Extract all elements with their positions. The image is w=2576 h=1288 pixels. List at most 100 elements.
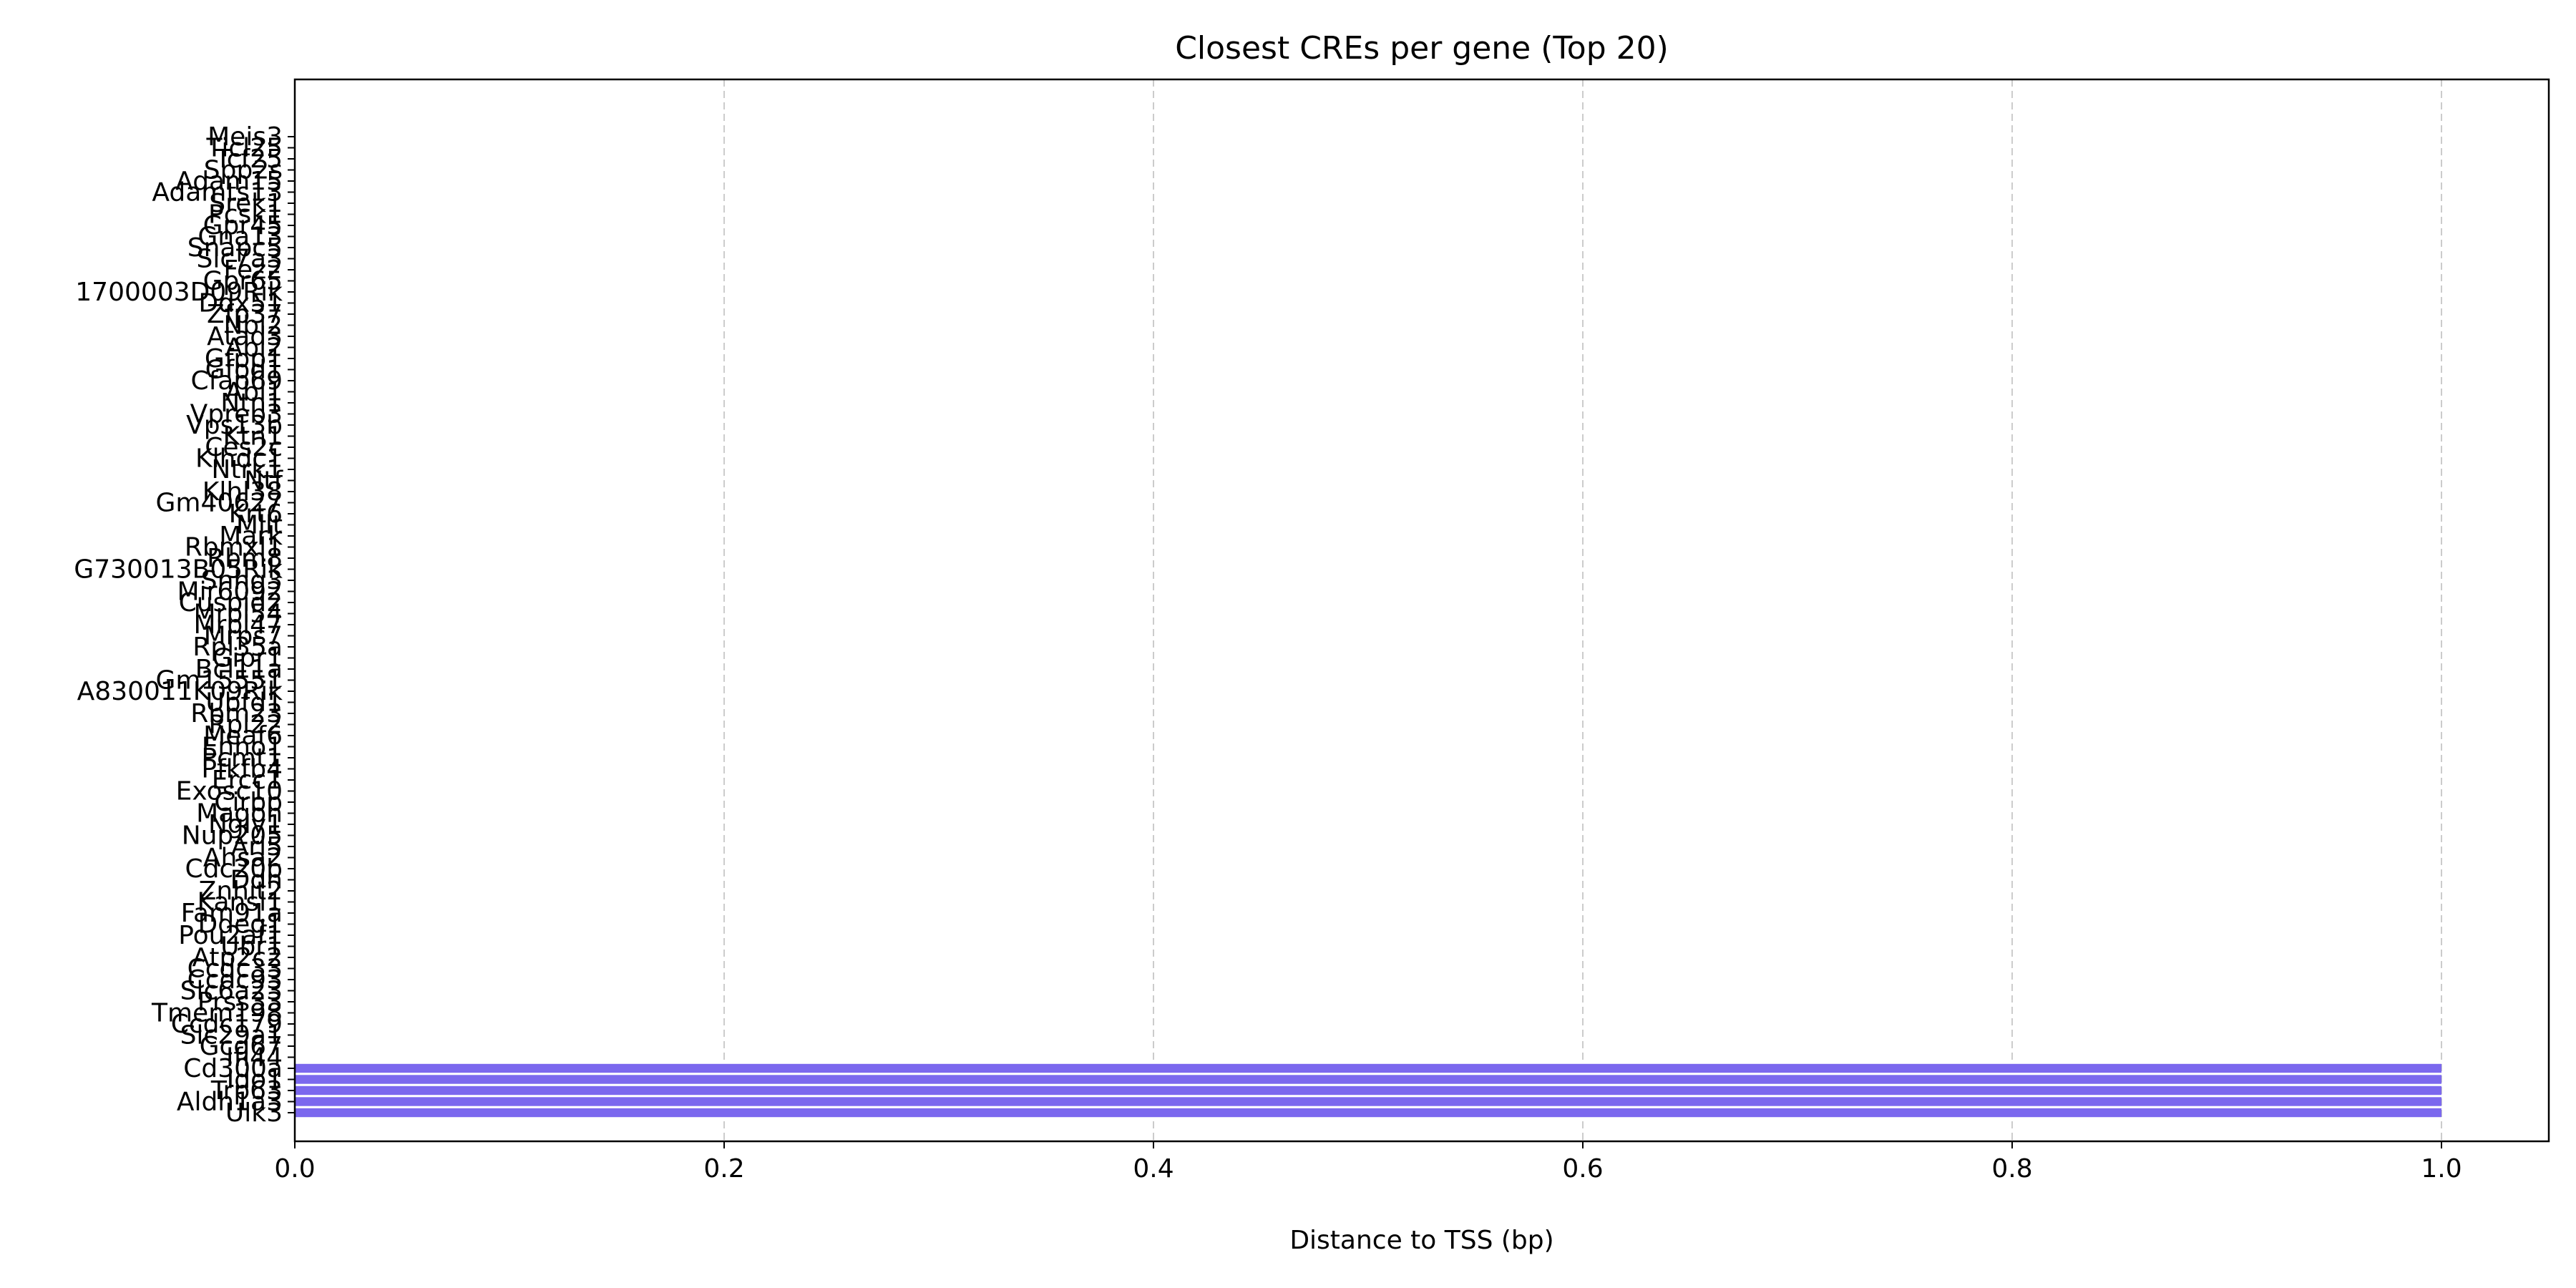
y-tick-label: Ddeg1	[198, 910, 283, 940]
y-tick-label: Spp2s	[204, 156, 283, 185]
y-tick-label: Nbl2	[223, 311, 283, 341]
y-tick-label: Mrps7	[204, 622, 283, 651]
y-tick-label: Meaf6	[203, 721, 283, 751]
y-tick-label: Ticl25	[206, 134, 283, 163]
y-tick-label: Ddx51	[198, 289, 283, 318]
y-tick-label: Fez2	[223, 255, 283, 285]
y-tick-label: Meis3	[208, 122, 283, 152]
y-tick-label: Prss33	[197, 987, 283, 1017]
y-tick-label: Cd300a	[183, 1054, 283, 1083]
y-tick-label: Mark	[219, 522, 283, 551]
x-tick-label: 0.4	[1133, 1154, 1174, 1184]
y-tick-label: Pou2af1	[178, 921, 283, 950]
y-tick-label: Srek1	[209, 189, 283, 218]
y-tick-label: Slc6a23	[180, 977, 283, 1006]
x-axis-label: Distance to TSS (bp)	[1289, 1226, 1553, 1255]
y-tick-label: Ktn1	[223, 422, 283, 452]
bar	[295, 1108, 2441, 1118]
y-tick-label: Gpr65	[203, 267, 283, 296]
y-tick-label: Pfkfb4	[201, 755, 283, 784]
y-tick-label: Snapc5	[187, 233, 283, 263]
y-tick-label: Vps13b	[186, 411, 283, 440]
bar	[295, 1097, 2441, 1106]
y-tick-label: Slc7a3	[196, 245, 283, 274]
y-tick-label: Rbm8	[207, 544, 283, 573]
x-tick-label: 0.8	[1991, 1154, 2032, 1184]
y-tick-label: Cirbp	[214, 788, 283, 817]
y-tick-label: Gipr1	[213, 644, 283, 673]
y-tick-label: Pcsk1	[208, 200, 283, 230]
y-tick-label: Aldh1a3	[177, 1088, 283, 1117]
y-tick-label: Ccdc33	[187, 955, 283, 984]
y-tick-label: Ubfd1	[205, 688, 283, 718]
y-tick-label: G730013B05Rik	[74, 555, 283, 585]
y-tick-label: Cfap69	[190, 366, 283, 396]
bar	[295, 1063, 2441, 1073]
y-tick-label: Cuspid2	[179, 588, 283, 618]
y-tick-label: Ubr1	[220, 932, 283, 962]
y-tick-label: Nup205	[182, 821, 283, 851]
y-tick-label: Rpl22	[208, 711, 283, 740]
y-tick-label: Ido1	[227, 1065, 283, 1095]
y-tick-label: Ifi44	[226, 1043, 283, 1073]
y-tick-label: Atad3	[207, 322, 283, 351]
y-tick-label: Gm40627	[156, 489, 283, 518]
y-tick-label: Tmem198	[151, 999, 283, 1028]
y-tick-label: Enho1	[202, 733, 283, 762]
y-tick-label: Gcg67	[200, 1032, 283, 1061]
y-tick-label: Adam15	[175, 167, 283, 196]
y-tick-label: Ercc1	[212, 766, 283, 795]
x-tick-label: 0.6	[1562, 1154, 1603, 1184]
y-tick-label: Krt6	[229, 499, 283, 529]
y-tick-label: Znhit2	[199, 877, 283, 906]
y-tick-label: Klhl38	[203, 477, 283, 507]
y-tick-label: Slc29a1	[180, 1021, 283, 1050]
y-tick-label: Gm15551	[156, 666, 283, 696]
y-tick-label: 1700003D09Rik	[75, 278, 283, 307]
bars	[295, 1063, 2441, 1118]
bar	[295, 1085, 2441, 1096]
y-tick-label: Mir6092	[177, 577, 283, 607]
chart-title: Closest CREs per gene (Top 20)	[1175, 30, 1669, 67]
y-tick-label: Mllt	[236, 511, 283, 540]
y-tick-label: Tcf25	[215, 145, 283, 174]
y-tick-label: Ces2c	[205, 433, 283, 462]
y-tick-label: Ntn1	[220, 389, 283, 418]
y-tick-label: Ulk3	[225, 1098, 283, 1128]
x-tick-label: 0.2	[703, 1154, 744, 1184]
y-tick-label: Rbmxl1	[185, 533, 283, 562]
y-tick-label: Mrpl54	[193, 600, 283, 629]
y-tick-label: Exosc10	[176, 777, 283, 806]
y-tick-label: Vpreb3	[190, 400, 283, 429]
y-tick-label: Mrpl47	[193, 610, 283, 640]
y-axis-ticks: Ulk3Aldh1a3Trp63Ido1Cd300aIfi44Gcg67Slc2…	[74, 122, 295, 1128]
plot-frame	[293, 78, 2550, 1143]
y-tick-label: Gpr45	[203, 211, 283, 240]
y-tick-label: Abl2	[225, 333, 283, 363]
y-tick-label: Magoh	[196, 799, 283, 829]
y-tick-label: Adamts13	[152, 178, 283, 208]
y-tick-label: Bcl11a	[195, 655, 283, 684]
y-tick-label: Fam91a	[181, 899, 283, 928]
bar	[295, 1075, 2441, 1084]
y-tick-label: Gna13	[197, 223, 283, 252]
y-tick-label: Rbm23	[190, 699, 283, 728]
y-tick-label: Pcmt1	[201, 743, 283, 773]
y-tick-label: Gfod1	[205, 356, 283, 385]
y-tick-label: Arl5	[231, 832, 283, 862]
y-tick-label: Ntf	[244, 467, 283, 496]
y-tick-label: Abl1	[225, 378, 283, 407]
y-tick-label: Ahsa2	[203, 844, 283, 873]
y-tick-label: Gfpp1	[205, 344, 283, 374]
y-tick-label: Kansl1	[197, 888, 283, 917]
y-tick-label: Zfp37	[207, 300, 283, 329]
y-tick-label: Ddn	[230, 866, 283, 895]
y-tick-label: Trp63	[210, 1076, 283, 1106]
y-tick-label: Atp2c2	[192, 943, 283, 972]
y-tick-label: Ntrk1	[211, 455, 283, 484]
x-tick-label: 0.0	[274, 1154, 315, 1184]
y-tick-label: Ngly1	[208, 810, 283, 839]
y-tick-label: Ccdc179	[171, 1010, 283, 1039]
y-tick-label: A830011K09Rik	[77, 677, 283, 706]
